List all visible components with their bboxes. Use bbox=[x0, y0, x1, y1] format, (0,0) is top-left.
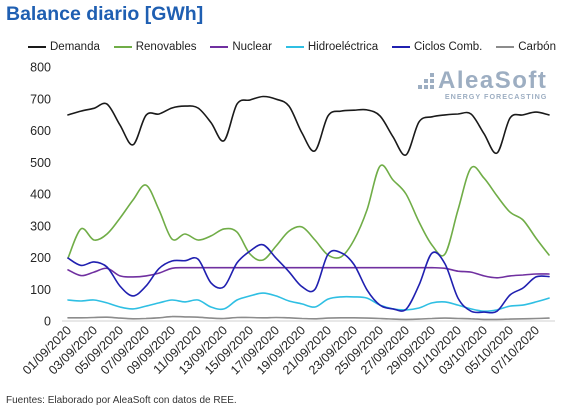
y-tick-label: 100 bbox=[30, 283, 51, 297]
series-line-demanda bbox=[67, 95, 550, 156]
legend-label: Hidroeléctrica bbox=[307, 41, 379, 53]
legend-swatch bbox=[285, 46, 304, 48]
source-note: Fuentes: Elaborado por AleaSoft con dato… bbox=[6, 395, 237, 406]
legend-label: Nuclear bbox=[232, 41, 272, 53]
series-line-carbon bbox=[67, 315, 550, 321]
y-tick-label: 600 bbox=[30, 124, 51, 138]
series-lines bbox=[67, 95, 550, 321]
y-tick-label: 400 bbox=[30, 188, 51, 202]
legend-swatch bbox=[392, 46, 410, 48]
legend-item-nuclear: Nuclear bbox=[210, 41, 272, 53]
chart-title: Balance diario [GWh] bbox=[6, 3, 204, 25]
y-tick-label: 200 bbox=[30, 251, 51, 265]
series-line-hidroelectrica bbox=[67, 292, 550, 313]
legend-item-carbon: Carbón bbox=[496, 41, 556, 53]
series-line-ciclos-comb bbox=[67, 243, 550, 314]
legend-swatch bbox=[28, 46, 46, 48]
legend-swatch bbox=[496, 46, 515, 48]
y-tick-label: 800 bbox=[30, 61, 51, 75]
series-line-renovables bbox=[67, 164, 550, 262]
y-tick-label: 0 bbox=[44, 315, 51, 329]
logo-tagline: ENERGY FORECASTING bbox=[444, 92, 548, 101]
logo-wordmark: AleaSoft ENERGY FORECASTING bbox=[438, 67, 548, 102]
legend-item-ciclos-comb: Ciclos Comb. bbox=[392, 41, 482, 53]
legend-swatch bbox=[113, 46, 132, 48]
legend-label: Renovables bbox=[135, 41, 197, 53]
y-tick-label: 300 bbox=[30, 219, 51, 233]
legend-label: Demanda bbox=[50, 41, 100, 53]
x-axis-tick-labels: 01/09/202003/09/202005/09/202007/09/2020… bbox=[20, 323, 542, 377]
logo-brand: AleaSoft bbox=[438, 67, 548, 94]
legend-item-renovables: Renovables bbox=[113, 41, 197, 53]
legend-label: Carbón bbox=[518, 41, 556, 53]
legend-swatch bbox=[210, 46, 229, 48]
legend-item-demanda: Demanda bbox=[28, 41, 100, 53]
y-tick-label: 700 bbox=[30, 92, 51, 106]
series-line-nuclear bbox=[67, 266, 550, 279]
legend-item-hidroelectrica: Hidroeléctrica bbox=[285, 41, 379, 53]
aleasoft-logo: AleaSoft ENERGY FORECASTING bbox=[418, 67, 548, 102]
y-tick-label: 500 bbox=[30, 156, 51, 170]
legend-label: Ciclos Comb. bbox=[414, 41, 483, 53]
legend: Demanda Renovables Nuclear Hidroeléctric… bbox=[28, 39, 556, 55]
aleasoft-logo-icon bbox=[418, 73, 434, 89]
y-axis-tick-labels: 0 100 200 300 400 500 600 700 800 bbox=[30, 61, 51, 329]
